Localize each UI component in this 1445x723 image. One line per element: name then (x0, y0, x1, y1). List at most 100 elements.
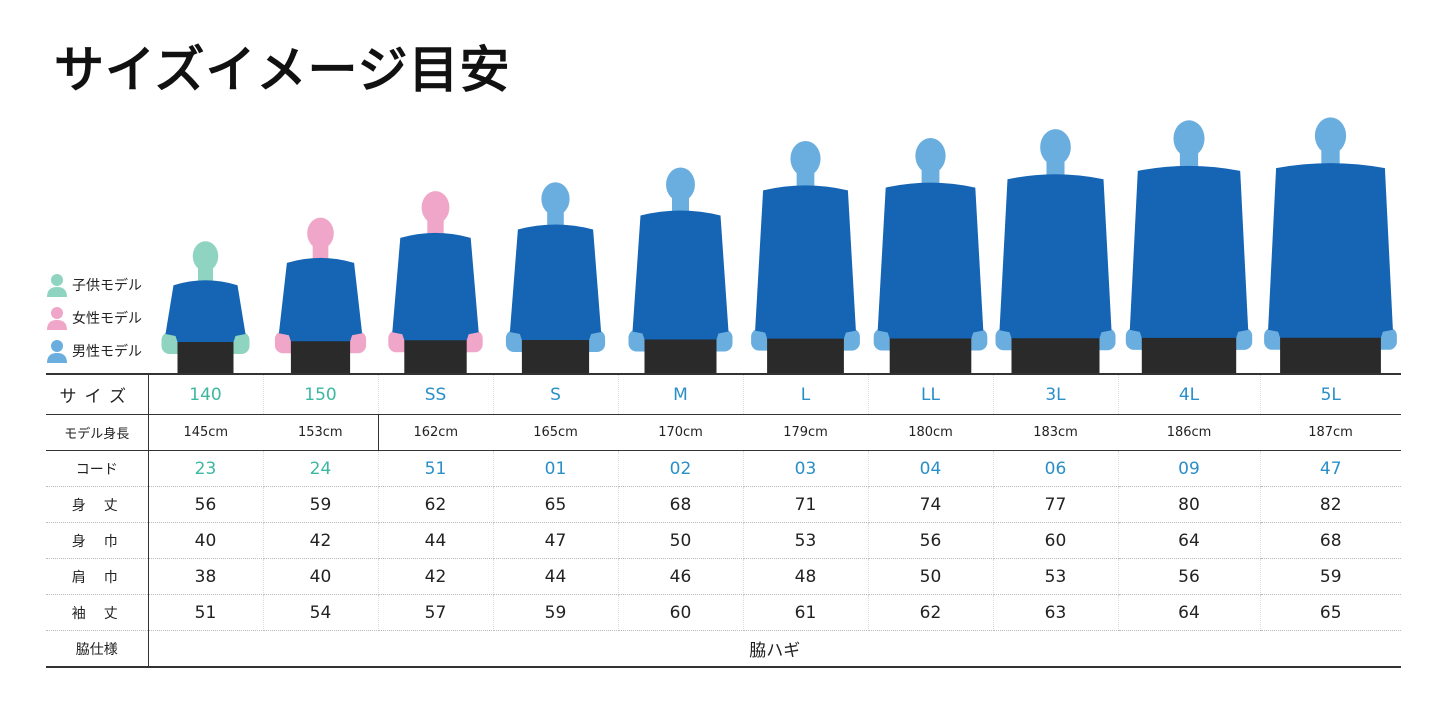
cell-size: SS (378, 373, 494, 415)
model-figure (1264, 117, 1397, 374)
table-row-length: 身丈 56 59 62 65 68 71 74 77 80 82 (46, 486, 1401, 523)
table-row-sleeve: 袖丈 51 54 57 59 60 61 62 63 64 65 (46, 594, 1401, 631)
cell-size: 3L (993, 373, 1119, 415)
head (307, 217, 334, 249)
model-figure (161, 241, 250, 374)
cell-height: 153cm (263, 414, 379, 451)
cell-code: 04 (868, 450, 994, 487)
cell-size: S (493, 373, 619, 415)
cell-length: 59 (263, 486, 379, 523)
shorts (1141, 333, 1237, 374)
long-sleeve-shirt (1268, 163, 1393, 338)
long-sleeve-shirt (999, 174, 1112, 339)
long-sleeve-shirt (392, 232, 479, 341)
cell-size: L (743, 373, 869, 415)
row-label: サイズ (46, 373, 149, 415)
model-figure (505, 182, 606, 374)
cell-height: 165cm (493, 414, 618, 451)
long-sleeve-shirt (509, 224, 602, 340)
cell-length: 65 (493, 486, 619, 523)
cell-sleeve: 59 (493, 594, 619, 631)
cell-height: 170cm (618, 414, 743, 451)
shorts (767, 334, 844, 374)
cell-length: 74 (868, 486, 994, 523)
model-figure (995, 129, 1116, 374)
cell-width: 64 (1118, 522, 1261, 559)
cell-width: 47 (493, 522, 619, 559)
table-row-width: 身巾 40 42 44 47 50 53 56 60 64 68 (46, 522, 1401, 559)
model-figure (388, 191, 483, 374)
cell-size: M (618, 373, 744, 415)
cell-code: 24 (263, 450, 379, 487)
cell-height: 183cm (993, 414, 1118, 451)
legend-label: 子供モデル (72, 277, 142, 294)
legend-label: 男性モデル (72, 343, 142, 360)
cell-code: 02 (618, 450, 744, 487)
model-figure (873, 138, 988, 374)
head (192, 241, 219, 272)
cell-code: 51 (378, 450, 494, 487)
row-label: 脇仕様 (46, 630, 149, 668)
table-row-code: コード 23 24 51 01 02 03 04 06 09 47 (46, 450, 1401, 487)
table-row-shoulder: 肩巾 38 40 42 44 46 48 50 53 56 59 (46, 558, 1401, 595)
cell-height: 180cm (868, 414, 993, 451)
head (666, 167, 695, 202)
cell-width: 56 (868, 522, 994, 559)
cell-code: 06 (993, 450, 1119, 487)
row-label: 袖丈 (46, 594, 149, 631)
cell-size: 5L (1260, 373, 1401, 415)
cell-shoulder: 56 (1118, 558, 1261, 595)
long-sleeve-shirt (165, 280, 246, 342)
table-row-size: サイズ 140 150 SS S M L LL 3L 4L 5L (46, 373, 1401, 415)
cell-height: 186cm (1118, 414, 1260, 451)
cell-shoulder: 59 (1260, 558, 1401, 595)
cell-size: LL (868, 373, 994, 415)
table-row-side: 脇仕様 脇ハギ (46, 630, 1401, 668)
cell-sleeve: 57 (378, 594, 494, 631)
cell-length: 71 (743, 486, 869, 523)
shorts (1280, 333, 1381, 374)
cell-width: 68 (1260, 522, 1401, 559)
shorts (521, 336, 590, 374)
legend-item: 男性モデル (46, 334, 142, 367)
row-label: モデル身長 (46, 414, 149, 451)
model-legend: 子供モデル 女性モデル 男性モデル (46, 268, 142, 367)
shorts (889, 334, 972, 374)
cell-sleeve: 63 (993, 594, 1119, 631)
cell-shoulder: 44 (493, 558, 619, 595)
model-figures (161, 117, 1397, 374)
shorts (290, 337, 351, 374)
long-sleeve-shirt (877, 182, 984, 339)
cell-height: 162cm (378, 414, 493, 451)
shorts (644, 335, 717, 374)
page-title: サイズイメージ目安 (54, 41, 511, 99)
model-figure (1125, 120, 1253, 374)
cell-shoulder: 42 (378, 558, 494, 595)
cell-sleeve: 62 (868, 594, 994, 631)
cell-length: 68 (618, 486, 744, 523)
person-icon (47, 306, 67, 330)
model-figure (274, 217, 367, 374)
cell-sleeve: 61 (743, 594, 869, 631)
cell-sleeve: 65 (1260, 594, 1401, 631)
head (915, 138, 946, 174)
cell-length: 77 (993, 486, 1119, 523)
cell-shoulder: 38 (148, 558, 264, 595)
legend-item: 子供モデル (46, 268, 142, 301)
long-sleeve-shirt (278, 257, 363, 342)
row-label: 肩巾 (46, 558, 149, 595)
head (421, 191, 450, 224)
model-figure (628, 167, 733, 374)
cell-width: 44 (378, 522, 494, 559)
long-sleeve-shirt (1129, 165, 1249, 338)
cell-width: 60 (993, 522, 1119, 559)
model-figure (751, 140, 860, 374)
long-sleeve-shirt (632, 210, 729, 340)
size-table: サイズ 140 150 SS S M L LL 3L 4L 5L モデル身長 145cm 153cm 162… (46, 373, 1401, 668)
cell-code: 03 (743, 450, 869, 487)
head (790, 140, 821, 177)
cell-width: 42 (263, 522, 379, 559)
head (1040, 129, 1071, 166)
person-icon (47, 273, 67, 297)
cell-sleeve: 64 (1118, 594, 1261, 631)
